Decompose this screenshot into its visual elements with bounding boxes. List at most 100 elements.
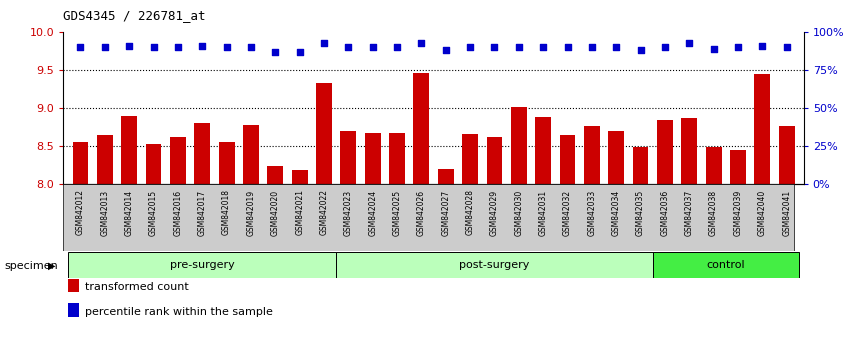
Text: GSM842025: GSM842025 (393, 189, 402, 235)
Text: GSM842022: GSM842022 (320, 189, 328, 235)
Bar (336, 252, 653, 278)
Bar (486, 137, 503, 184)
Text: GSM842032: GSM842032 (563, 189, 572, 235)
Text: GSM842019: GSM842019 (246, 189, 255, 235)
Bar (218, 142, 234, 184)
Point (439, 47, 453, 53)
Text: GSM842017: GSM842017 (198, 189, 206, 235)
Bar (633, 147, 649, 184)
Text: GSM842020: GSM842020 (271, 189, 280, 235)
Point (195, 43, 209, 48)
Bar (462, 134, 478, 184)
Bar (653, 252, 799, 278)
Text: GSM842015: GSM842015 (149, 189, 158, 235)
Bar (195, 123, 210, 184)
Text: pre-surgery: pre-surgery (170, 260, 234, 270)
Text: GSM842026: GSM842026 (417, 189, 426, 235)
Text: GSM842024: GSM842024 (368, 189, 377, 235)
Bar (438, 169, 453, 184)
Point (585, 44, 599, 50)
Point (342, 44, 355, 50)
Bar (681, 118, 697, 184)
Point (415, 40, 428, 45)
Text: GSM842037: GSM842037 (684, 189, 694, 236)
Point (244, 44, 258, 50)
Text: percentile rank within the sample: percentile rank within the sample (85, 307, 272, 316)
Text: GSM842036: GSM842036 (661, 189, 669, 236)
Bar (389, 133, 405, 184)
Text: GSM842023: GSM842023 (343, 189, 353, 235)
Point (268, 49, 282, 55)
Point (731, 44, 744, 50)
Text: GSM842040: GSM842040 (758, 189, 766, 236)
Text: GSM842034: GSM842034 (612, 189, 621, 236)
Bar (340, 131, 356, 184)
Point (487, 44, 501, 50)
Point (707, 46, 721, 51)
Text: GSM842021: GSM842021 (295, 189, 305, 235)
Text: post-surgery: post-surgery (459, 260, 530, 270)
Text: GSM842012: GSM842012 (76, 189, 85, 235)
Point (634, 47, 647, 53)
Text: GSM842030: GSM842030 (514, 189, 524, 236)
Text: GSM842038: GSM842038 (709, 189, 718, 235)
Bar (511, 107, 527, 184)
Bar (146, 144, 162, 184)
Bar (316, 83, 332, 184)
Bar (365, 133, 381, 184)
Bar (584, 126, 600, 184)
Bar (657, 120, 673, 184)
Text: GSM842018: GSM842018 (222, 189, 231, 235)
Point (658, 44, 672, 50)
Text: GSM842035: GSM842035 (636, 189, 645, 236)
Text: transformed count: transformed count (85, 282, 189, 292)
Point (98, 44, 112, 50)
Text: GSM842014: GSM842014 (124, 189, 134, 235)
Bar (706, 147, 722, 184)
Point (366, 44, 380, 50)
Point (123, 43, 136, 48)
Point (683, 40, 696, 45)
Text: specimen: specimen (4, 261, 58, 271)
Point (293, 49, 306, 55)
Text: GSM842039: GSM842039 (733, 189, 743, 236)
Point (536, 44, 550, 50)
Bar (536, 117, 551, 184)
Point (74, 44, 87, 50)
Text: GSM842031: GSM842031 (539, 189, 547, 235)
Bar (121, 115, 137, 184)
Text: GDS4345 / 226781_at: GDS4345 / 226781_at (63, 9, 206, 22)
Bar (243, 125, 259, 184)
Bar (778, 126, 794, 184)
Text: GSM842013: GSM842013 (101, 189, 109, 235)
Point (780, 44, 794, 50)
Bar (97, 135, 113, 184)
Point (220, 44, 233, 50)
Point (512, 44, 525, 50)
Point (146, 44, 160, 50)
Text: GSM842016: GSM842016 (173, 189, 183, 235)
Point (464, 44, 477, 50)
Bar (69, 252, 336, 278)
Bar (559, 135, 575, 184)
Bar (73, 142, 89, 184)
Bar (608, 131, 624, 184)
Bar (755, 74, 770, 184)
Text: GSM842033: GSM842033 (587, 189, 596, 236)
Bar (730, 150, 746, 184)
Text: control: control (706, 260, 745, 270)
Text: ▶: ▶ (48, 261, 56, 271)
Text: GSM842027: GSM842027 (442, 189, 450, 235)
Point (609, 44, 623, 50)
Point (390, 44, 404, 50)
Point (171, 44, 184, 50)
Text: GSM842029: GSM842029 (490, 189, 499, 235)
Bar (292, 170, 308, 184)
Point (755, 43, 769, 48)
Point (317, 40, 331, 45)
Text: GSM842041: GSM842041 (783, 189, 791, 235)
Bar (414, 73, 429, 184)
Text: GSM842028: GSM842028 (465, 189, 475, 235)
Bar (170, 137, 186, 184)
Point (561, 44, 574, 50)
